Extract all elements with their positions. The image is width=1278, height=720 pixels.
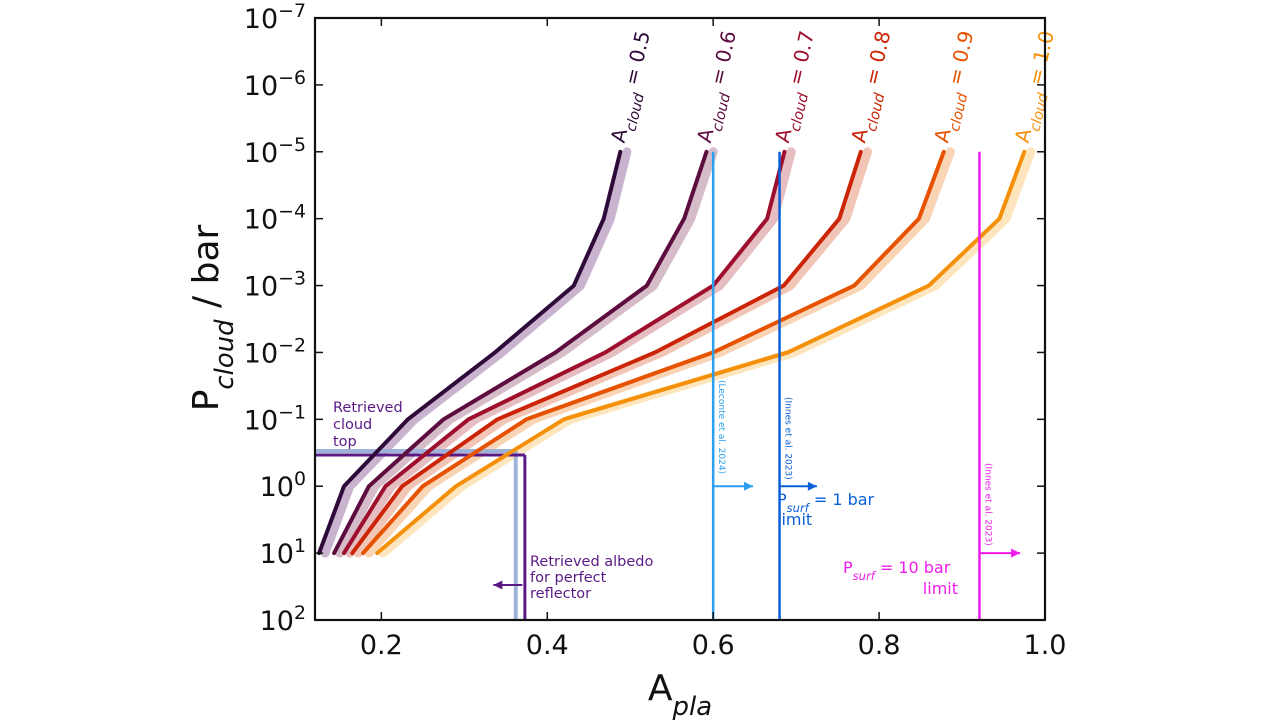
series-label-3: Acloud = 0.8 xyxy=(846,28,902,146)
series-label-0: Acloud = 0.5 xyxy=(606,28,662,146)
retrieved-albedo-arrow xyxy=(493,580,523,590)
band-0 xyxy=(320,147,632,558)
annotation-albedo-2: reflector xyxy=(530,586,591,602)
band-1 xyxy=(335,147,718,558)
series-line-1 xyxy=(332,149,709,556)
series-lines xyxy=(317,149,1027,556)
vline-label-innes1: (Innes et al. 2023) xyxy=(783,397,793,480)
x-tick-label-4: 1.0 xyxy=(1024,630,1067,661)
uncertainty-bands xyxy=(320,147,1036,558)
annotation-cloud-top-0: Retrieved xyxy=(333,400,403,416)
series-label-2: Acloud = 0.7 xyxy=(770,28,826,146)
band-2 xyxy=(345,147,796,558)
y-tick-label-7: 100 xyxy=(260,468,306,503)
retrieved-lines xyxy=(315,449,527,620)
annotation-albedo-0: Retrieved albedo xyxy=(530,554,653,570)
series-line-3 xyxy=(350,149,863,556)
annotation-psurf10: Psurf = 10 bar xyxy=(843,558,951,583)
y-tick-label-3: 10−4 xyxy=(244,201,306,236)
vline-label-innes10: (Innes et al. 2023) xyxy=(982,463,992,546)
annotation-albedo-1: for perfect xyxy=(530,570,607,586)
series-line-5 xyxy=(375,149,1027,556)
band-4 xyxy=(364,147,955,558)
y-tick-label-8: 101 xyxy=(260,535,306,570)
x-tick-label-3: 0.8 xyxy=(858,630,901,661)
y-tick-label-9: 102 xyxy=(260,602,306,637)
annotation-cloud-top-1: cloud xyxy=(333,417,372,433)
y-tick-label-6: 10−1 xyxy=(244,401,306,436)
x-axis-title: Apla xyxy=(648,668,712,720)
arrow-innes10 xyxy=(979,548,1021,558)
y-tick-label-2: 10−5 xyxy=(244,134,306,169)
series-line-0 xyxy=(317,149,623,556)
x-tick-label-1: 0.4 xyxy=(526,630,569,661)
x-tick-label-0: 0.2 xyxy=(360,630,403,661)
arrow-leconte xyxy=(713,481,753,491)
series-label-5: Acloud = 1.0 xyxy=(1010,28,1066,146)
y-tick-label-0: 10−7 xyxy=(244,0,306,35)
x-tick-label-2: 0.6 xyxy=(692,630,735,661)
series-label-4: Acloud = 0.9 xyxy=(929,28,985,146)
annotation-psurf10-limit: limit xyxy=(923,579,958,598)
annotation-psurf1-limit: limit xyxy=(777,510,812,529)
annotation-cloud-top-2: top xyxy=(333,434,357,450)
y-tick-label-4: 10−3 xyxy=(244,268,306,303)
band-3 xyxy=(353,147,872,558)
annotation-psurf1: Psurf = 1 bar xyxy=(777,490,875,515)
arrow-innes1 xyxy=(779,481,817,491)
y-axis-title: Pcloud / bar xyxy=(186,225,240,412)
vline-label-leconte: (Leconte et al. 2024) xyxy=(716,380,726,474)
series-label-1: Acloud = 0.6 xyxy=(692,28,748,146)
plot-frame xyxy=(313,16,1047,622)
series-line-2 xyxy=(342,149,787,556)
band-5 xyxy=(378,147,1036,558)
y-tick-label-1: 10−6 xyxy=(244,67,306,102)
y-tick-label-5: 10−2 xyxy=(244,334,306,369)
